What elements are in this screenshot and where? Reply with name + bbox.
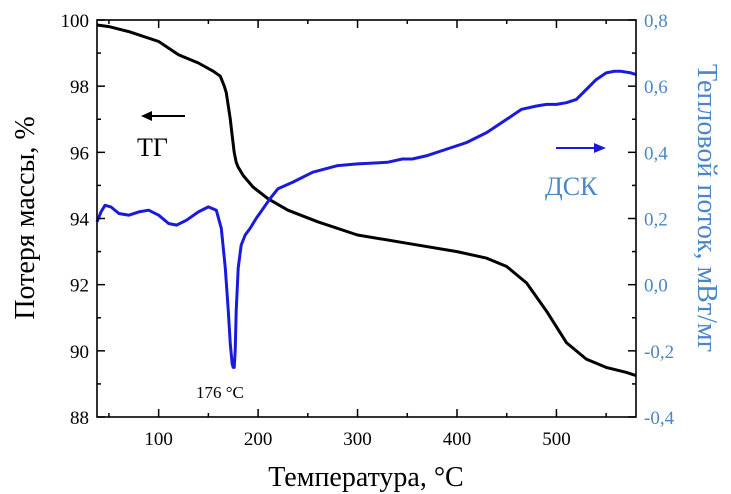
y-left-tick-label: 90 bbox=[70, 342, 89, 363]
series-layer bbox=[95, 23, 637, 378]
x-axis-ticks: 100 200 300 400 500 bbox=[108, 20, 607, 450]
dsc-label: ДСК bbox=[545, 172, 598, 201]
tg-series-line bbox=[96, 23, 637, 378]
y-right-tick-label: -0,2 bbox=[644, 342, 674, 363]
tg-arrow-left bbox=[141, 111, 185, 121]
y-left-tick-label: 92 bbox=[70, 276, 89, 297]
x-tick-label: 100 bbox=[144, 429, 173, 450]
x-tick-label: 400 bbox=[443, 429, 472, 450]
y-left-tick-label: 94 bbox=[70, 210, 90, 231]
y-left-tick-label: 98 bbox=[70, 77, 89, 98]
y-left-axis-label: Потеря массы, % bbox=[10, 116, 41, 319]
y-left-tick-label: 96 bbox=[70, 143, 89, 164]
dsc-arrow-right bbox=[556, 143, 606, 153]
y-right-axis-ticks: -0,4 -0,2 0,0 0,2 0,4 0,6 0,8 bbox=[628, 11, 675, 429]
x-axis-label: Температура, °С bbox=[268, 462, 463, 493]
peak-temperature-label: 176 °С bbox=[196, 383, 244, 402]
dsc-series-line bbox=[95, 69, 637, 369]
y-right-tick-label: 0,4 bbox=[644, 143, 668, 164]
plot-frame bbox=[96, 19, 637, 418]
y-right-axis-label: Тепловой поток, мВт/мг bbox=[691, 64, 722, 352]
y-right-tick-label: 0,8 bbox=[644, 11, 668, 32]
y-right-tick-label: 0,0 bbox=[644, 276, 668, 297]
tg-label: ТГ bbox=[137, 133, 168, 162]
y-left-axis-ticks: 88 90 92 94 96 98 100 bbox=[61, 11, 105, 429]
x-tick-label: 300 bbox=[343, 429, 372, 450]
x-tick-label: 200 bbox=[244, 429, 273, 450]
x-tick-label: 500 bbox=[542, 429, 571, 450]
y-left-tick-label: 100 bbox=[61, 11, 90, 32]
y-right-tick-label: -0,4 bbox=[644, 408, 675, 429]
y-right-tick-label: 0,6 bbox=[644, 77, 668, 98]
y-left-tick-label: 88 bbox=[70, 408, 89, 429]
y-right-tick-label: 0,2 bbox=[644, 210, 668, 231]
